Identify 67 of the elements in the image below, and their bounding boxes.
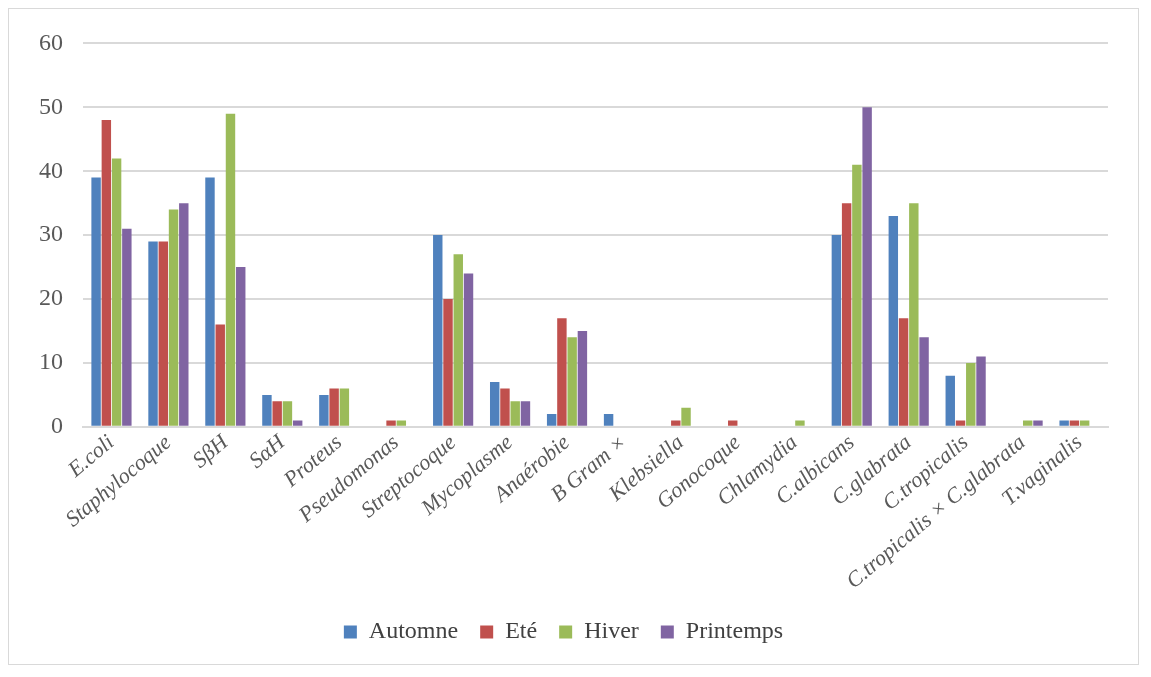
- bar: [500, 388, 510, 426]
- bar: [681, 407, 691, 426]
- bar: [966, 362, 976, 426]
- bar: [225, 113, 236, 426]
- bar: [955, 420, 966, 426]
- bar: [433, 235, 443, 426]
- bar: [671, 420, 681, 426]
- y-tick-label: 30: [39, 220, 63, 247]
- bar: [386, 420, 396, 426]
- bar: [728, 420, 738, 426]
- bar: [945, 375, 955, 426]
- bar: [1069, 420, 1080, 426]
- bar: [546, 414, 557, 426]
- bar: [122, 228, 132, 426]
- bar: [909, 203, 919, 426]
- bar: [339, 388, 350, 426]
- bar: [215, 324, 225, 426]
- bar: [577, 330, 588, 426]
- y-tick-label: 60: [39, 28, 63, 55]
- bar: [557, 318, 567, 426]
- y-tick-label: 0: [51, 412, 63, 439]
- bar: [443, 299, 453, 426]
- bar: [282, 401, 293, 426]
- y-tick-label: 50: [39, 92, 63, 119]
- y-tick-label: 20: [39, 284, 63, 311]
- bar: [292, 420, 303, 426]
- legend-label: Eté: [505, 617, 538, 644]
- bar: [603, 414, 614, 426]
- legend-label: Printemps: [685, 617, 784, 644]
- legend-label: Hiver: [584, 617, 639, 644]
- bar: [91, 177, 101, 426]
- legend-label: Automne: [368, 617, 459, 644]
- bar: [148, 241, 158, 426]
- bar: [101, 120, 112, 426]
- bar: [236, 267, 246, 426]
- bar: [841, 203, 852, 426]
- bar: [329, 388, 339, 426]
- bar: [1033, 420, 1043, 426]
- x-tick-label: SβH: [187, 428, 234, 473]
- bar: [795, 420, 805, 426]
- bar: [168, 209, 179, 426]
- bar: [158, 241, 169, 426]
- bar: [396, 420, 407, 426]
- y-tick-label: 10: [39, 348, 63, 375]
- bar: [888, 215, 899, 426]
- bar: [319, 394, 329, 426]
- bar: [1059, 420, 1069, 426]
- bar: [1022, 420, 1033, 426]
- bar: [919, 337, 929, 426]
- bar: [852, 164, 862, 426]
- bar: [463, 273, 474, 426]
- bar: [862, 107, 872, 426]
- bar: [976, 356, 986, 426]
- bar: [111, 158, 122, 426]
- bar: [567, 337, 577, 426]
- bar: [510, 401, 520, 426]
- bar: [1079, 420, 1090, 426]
- bar: [831, 235, 842, 426]
- bar: [272, 401, 282, 426]
- bar: [262, 394, 272, 426]
- y-tick-label: 40: [39, 156, 63, 183]
- bar: [205, 177, 215, 426]
- bar: [520, 401, 531, 426]
- bar: [489, 382, 500, 426]
- bar: [179, 203, 189, 426]
- bar: [898, 318, 909, 426]
- bar: [453, 254, 463, 426]
